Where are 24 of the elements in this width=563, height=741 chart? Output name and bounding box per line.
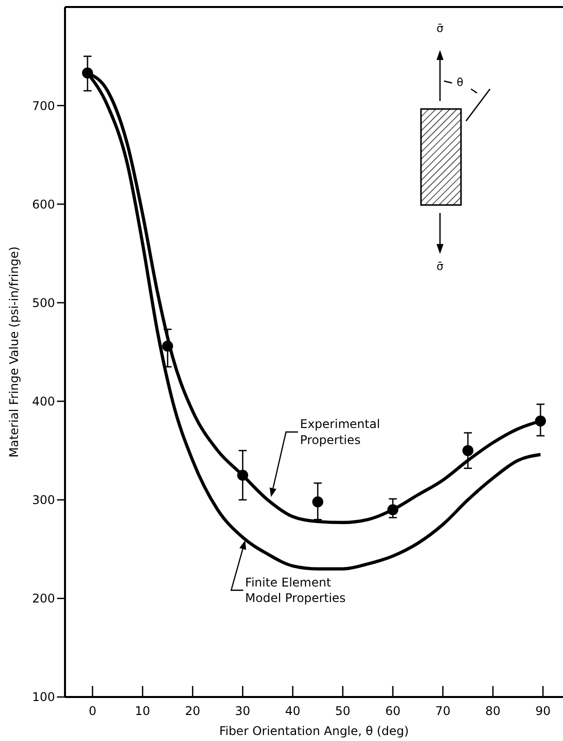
y-axis-title: Material Fringe Value (psi-in/fringe) (7, 246, 21, 458)
y-tick-label: 100 (32, 690, 55, 704)
x-tick-label: 10 (134, 704, 150, 718)
x-tick-label: 80 (485, 704, 501, 718)
annotation: Finite Element Model Properties (245, 575, 346, 606)
x-tick-label: 90 (535, 704, 551, 718)
y-tick-label: 600 (32, 197, 55, 212)
x-axis-title: Fiber Orientation Angle, θ (deg) (219, 724, 409, 738)
y-tick-label: 200 (32, 592, 55, 606)
annotation: σ̄ (436, 22, 444, 35)
annotation: σ̄ (436, 260, 444, 273)
x-tick-label: 30 (235, 704, 250, 718)
x-tick-label: 70 (435, 704, 451, 718)
y-tick-label: 400 (32, 394, 55, 408)
annotation: Experimental Properties (300, 417, 380, 447)
x-tick-label: 40 (285, 704, 300, 718)
x-tick-label: 50 (335, 704, 350, 718)
y-tick-label: 300 (32, 493, 55, 508)
x-tick-label: 0 (88, 704, 96, 718)
x-tick-label: 60 (385, 704, 400, 718)
y-tick-label: 500 (32, 296, 55, 310)
annotation: θ (456, 76, 464, 89)
y-tick-label: 700 (32, 98, 55, 113)
x-tick-label: 20 (184, 704, 200, 718)
